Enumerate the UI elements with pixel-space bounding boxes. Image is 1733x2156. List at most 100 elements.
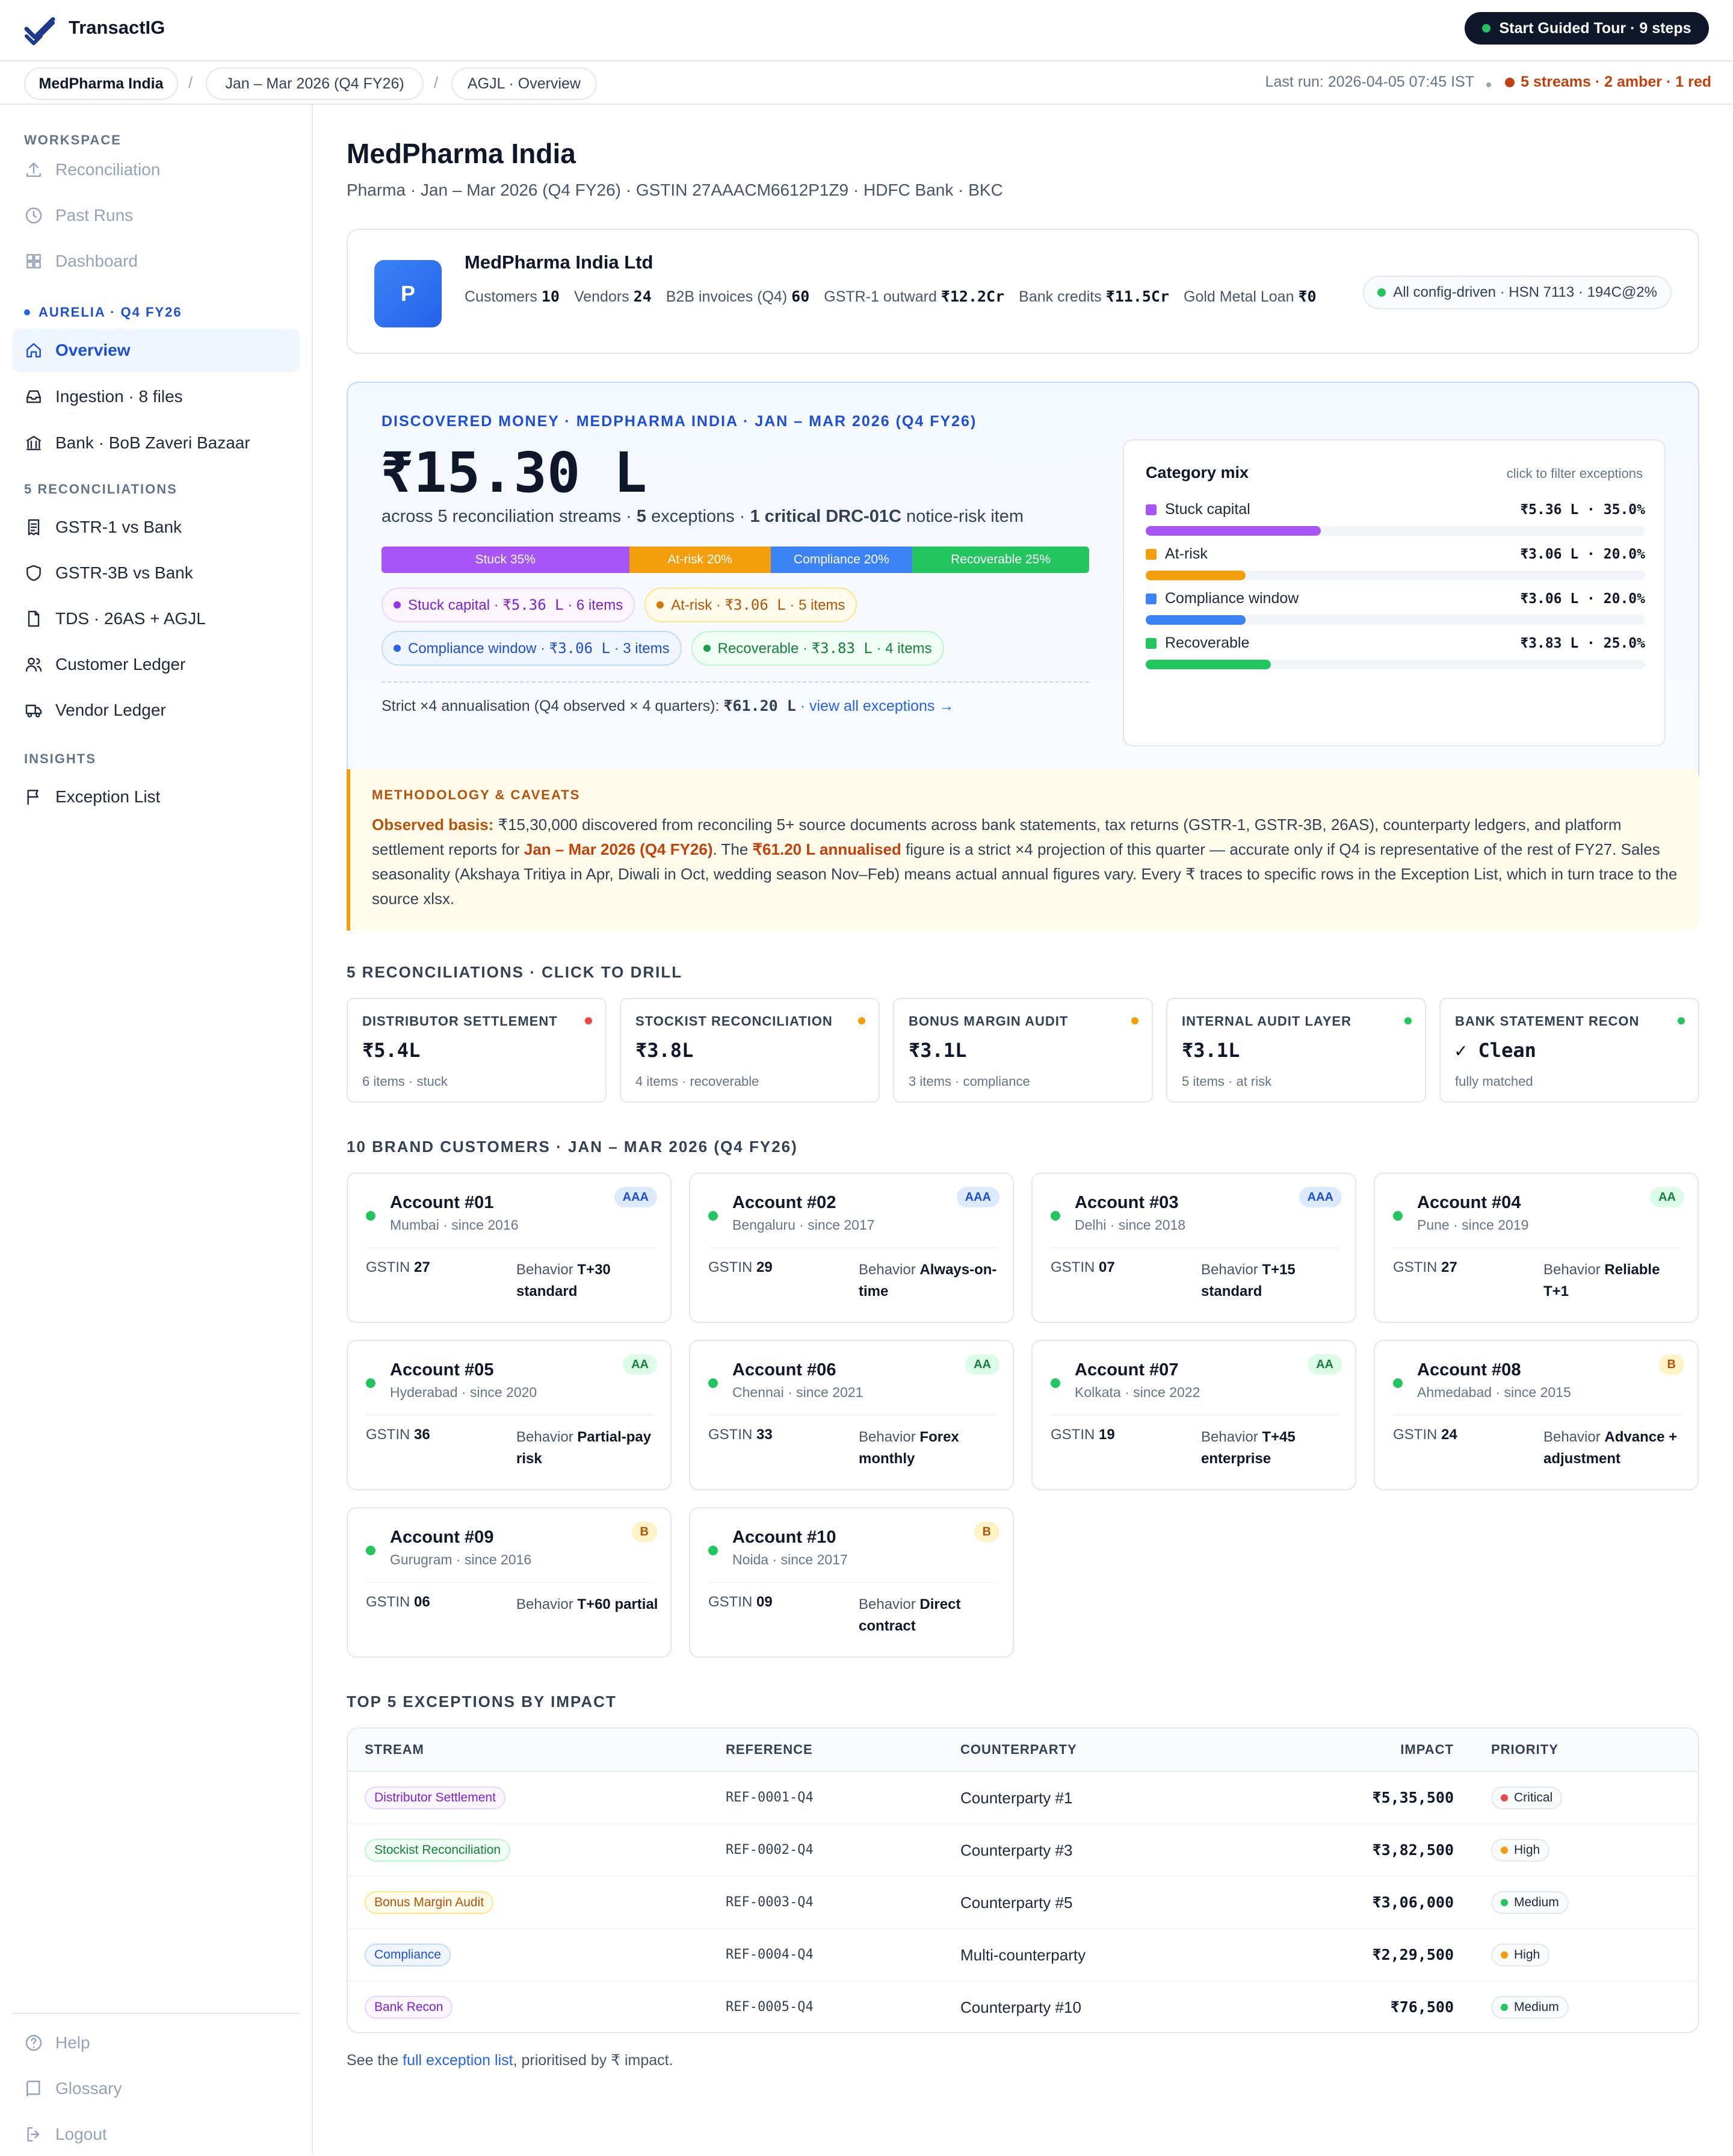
start-guided-tour-button[interactable]: Start Guided Tour · 9 steps — [1465, 12, 1709, 45]
share-bar-segment[interactable]: At-risk 20% — [629, 547, 771, 573]
share-bar-segment[interactable]: Compliance 20% — [770, 547, 912, 573]
category-chip[interactable]: Recoverable · ₹3.83 L · 4 items — [691, 631, 944, 666]
stat-value: ₹12.2Cr — [941, 288, 1005, 305]
customer-card[interactable]: Account #04 Pune · since 2019 AA GSTIN 2… — [1374, 1172, 1699, 1323]
priority-label: High — [1514, 1948, 1540, 1962]
customer-behavior: Behavior T+30 standard — [516, 1259, 658, 1303]
category-bar-track — [1146, 615, 1645, 625]
sidebar-item-label: Past Runs — [55, 206, 134, 225]
customer-card[interactable]: Account #10 Noida · since 2017 B GSTIN 0… — [689, 1507, 1014, 1658]
annual-value: ₹61.20 L — [723, 697, 796, 714]
category-chip[interactable]: Stuck capital · ₹5.36 L · 6 items — [382, 587, 635, 622]
divider — [366, 1247, 655, 1248]
stat-label: Vendors — [573, 288, 629, 305]
sidebar-item-glossary[interactable]: Glossary — [12, 2067, 300, 2110]
priority-badge: High — [1491, 1839, 1550, 1862]
summary-text: notice-risk item — [901, 507, 1024, 526]
priority-dot-icon — [1501, 1794, 1508, 1801]
column-header[interactable]: IMPACT — [1400, 1742, 1454, 1757]
column-header[interactable]: PRIORITY — [1491, 1742, 1558, 1757]
reconciliation-card[interactable]: DISTRIBUTOR SETTLEMENT ₹5.4L 6 items · s… — [347, 998, 607, 1103]
full-exception-list-link[interactable]: full exception list — [403, 2052, 513, 2069]
page-title: MedPharma India — [347, 138, 576, 169]
category-swatch-icon — [1146, 549, 1157, 560]
gstin-label: GSTIN — [1393, 1426, 1438, 1443]
sidebar-item-past-runs[interactable]: Past Runs — [12, 194, 300, 237]
customer-card[interactable]: Account #05 Hyderabad · since 2020 AA GS… — [347, 1340, 672, 1490]
exceptions-table: STREAM REFERENCE COUNTERPARTY IMPACT PRIORIT… — [347, 1727, 1699, 2033]
breadcrumb-view[interactable]: AGJL · Overview — [451, 67, 597, 100]
company-name: MedPharma India Ltd — [465, 252, 653, 273]
category-swatch-icon — [1146, 593, 1157, 604]
category-chip[interactable]: At-risk · ₹3.06 L · 5 items — [644, 587, 857, 622]
customer-name: Account #10 — [732, 1528, 836, 1547]
category-mix-row[interactable]: Compliance window ₹3.06 L · 20.0% — [1146, 590, 1645, 628]
category-value: ₹3.83 L · 25.0% — [1520, 636, 1645, 651]
sidebar-item-gstr-1-vs-bank[interactable]: GSTR-1 vs Bank — [12, 506, 300, 549]
discovered-summary: across 5 reconciliation streams · 5 exce… — [382, 507, 1024, 527]
customer-card[interactable]: Account #08 Ahmedabad · since 2015 B GST… — [1374, 1340, 1699, 1490]
customer-card[interactable]: Account #03 Delhi · since 2018 AAA GSTIN… — [1031, 1172, 1356, 1323]
stream-status-summary[interactable]: 5 streams · 2 amber · 1 red — [1505, 73, 1711, 91]
customer-card[interactable]: Account #06 Chennai · since 2021 AA GSTI… — [689, 1340, 1014, 1490]
sidebar-item-vendor-ledger[interactable]: Vendor Ledger — [12, 689, 300, 732]
category-mix-row[interactable]: Recoverable ₹3.83 L · 25.0% — [1146, 634, 1645, 673]
column-header[interactable]: STREAM — [365, 1742, 424, 1757]
sidebar-item-bank-bob-zaveri-bazaar[interactable]: Bank · BoB Zaveri Bazaar — [12, 421, 300, 465]
table-row[interactable]: Bank Recon REF-0005-Q4 Counterparty #10 … — [348, 1981, 1698, 2032]
logo-icon — [24, 17, 55, 45]
column-header[interactable]: COUNTERPARTY — [960, 1742, 1077, 1757]
category-chip[interactable]: Compliance window · ₹3.06 L · 3 items — [382, 631, 682, 666]
view-all-exceptions-link[interactable]: · view all exceptions → — [795, 698, 954, 714]
sidebar-item-customer-ledger[interactable]: Customer Ledger — [12, 643, 300, 686]
sidebar-item-ingestion-8-files[interactable]: Ingestion · 8 files — [12, 375, 300, 418]
category-bar-track — [1146, 660, 1645, 669]
category-mix-row[interactable]: Stuck capital ₹5.36 L · 35.0% — [1146, 501, 1645, 539]
sidebar-item-exception-list[interactable]: Exception List — [12, 775, 300, 819]
customer-card[interactable]: Account #07 Kolkata · since 2022 AA GSTI… — [1031, 1340, 1356, 1490]
sidebar-item-overview[interactable]: Overview — [12, 329, 300, 372]
share-bar-segment[interactable]: Recoverable 25% — [912, 547, 1089, 573]
sidebar-item-dashboard[interactable]: Dashboard — [12, 240, 300, 283]
reconciliation-card[interactable]: STOCKIST RECONCILIATION ₹3.8L 4 items · … — [620, 998, 880, 1103]
customer-status-dot-icon — [1051, 1378, 1060, 1388]
reconciliation-card[interactable]: BONUS MARGIN AUDIT ₹3.1L 3 items · compl… — [893, 998, 1153, 1103]
category-mix-row[interactable]: At-risk ₹3.06 L · 20.0% — [1146, 545, 1645, 584]
counterparty-cell: Counterparty #3 — [960, 1841, 1073, 1859]
customer-status-dot-icon — [708, 1211, 718, 1221]
sidebar-item-reconciliation[interactable]: Reconciliation — [12, 148, 300, 191]
share-bar-segment[interactable]: Stuck 35% — [382, 547, 629, 573]
customer-rating-badge: AAA — [614, 1187, 657, 1207]
customer-card[interactable]: Account #02 Bengaluru · since 2017 AAA G… — [689, 1172, 1014, 1323]
behavior-value: Always-on-time — [859, 1262, 997, 1299]
sidebar-item-gstr-3b-vs-bank[interactable]: GSTR-3B vs Bank — [12, 551, 300, 595]
customer-card[interactable]: Account #01 Mumbai · since 2016 AAA GSTI… — [347, 1172, 672, 1323]
reference-cell: REF-0001-Q4 — [726, 1790, 814, 1805]
category-value: ₹5.36 L · 35.0% — [1520, 502, 1645, 518]
table-row[interactable]: Bonus Margin Audit REF-0003-Q4 Counterpa… — [348, 1877, 1698, 1929]
stream-badge: Compliance — [365, 1944, 451, 1966]
breadcrumb-client[interactable]: MedPharma India — [24, 67, 178, 100]
sidebar-item-tds-26as-agjl[interactable]: TDS · 26AS + AGJL — [12, 597, 300, 640]
priority-dot-icon — [1501, 1847, 1508, 1854]
sidebar-item-logout[interactable]: Logout — [12, 2113, 300, 2156]
reconciliation-card[interactable]: BANK STATEMENT RECON ✓ Clean fully match… — [1439, 998, 1699, 1103]
column-header[interactable]: REFERENCE — [726, 1742, 813, 1757]
table-row[interactable]: Stockist Reconciliation REF-0002-Q4 Coun… — [348, 1824, 1698, 1877]
customer-card[interactable]: Account #09 Gurugram · since 2016 B GSTI… — [347, 1507, 672, 1658]
methodology-lead: Observed basis: — [372, 816, 494, 834]
sidebar-item-label: Reconciliation — [55, 160, 161, 179]
sidebar-item-help[interactable]: Help — [12, 2021, 300, 2065]
recon-name: DISTRIBUTOR SETTLEMENT — [362, 1014, 558, 1029]
company-avatar: P — [374, 260, 442, 327]
reconciliation-card[interactable]: INTERNAL AUDIT LAYER ₹3.1L 5 items · at … — [1166, 998, 1426, 1103]
table-row[interactable]: Distributor Settlement REF-0001-Q4 Count… — [348, 1772, 1698, 1824]
category-dot-icon — [394, 601, 401, 609]
breadcrumb-period[interactable]: Jan – Mar 2026 (Q4 FY26) — [206, 67, 424, 100]
stat-label: B2B invoices (Q4) — [666, 288, 788, 305]
sidebar-item-label: Ingestion · 8 files — [55, 387, 183, 406]
behavior-label: Behavior — [859, 1429, 916, 1445]
methodology-body: ₹15,30,000 discovered from reconciling 5… — [372, 816, 1622, 858]
customer-gstin: GSTIN 06 — [366, 1594, 430, 1611]
table-row[interactable]: Compliance REF-0004-Q4 Multi-counterpart… — [348, 1929, 1698, 1981]
